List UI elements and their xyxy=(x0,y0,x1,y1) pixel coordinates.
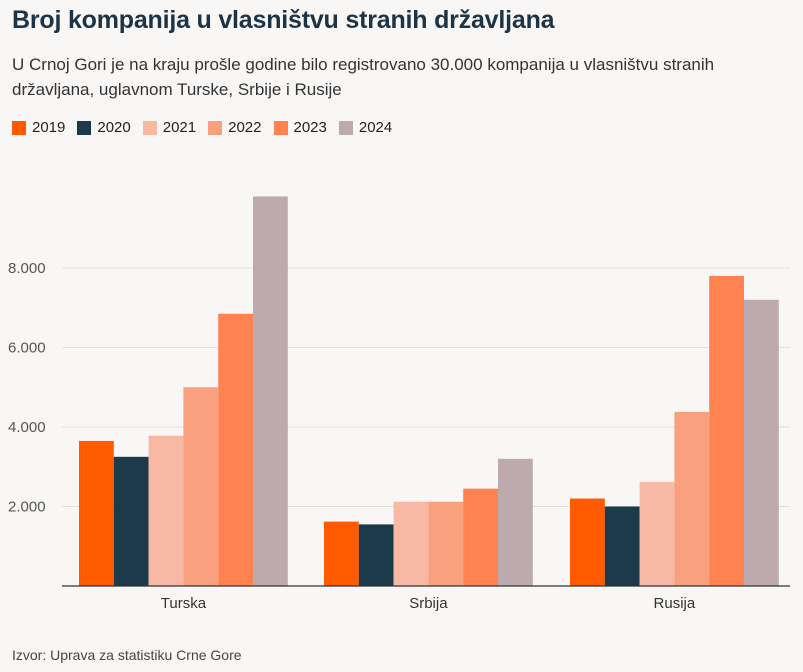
legend-label: 2023 xyxy=(293,119,327,136)
legend-item-2024[interactable]: 2024 xyxy=(338,119,393,136)
bar-turska-2021[interactable] xyxy=(148,435,184,586)
legend-swatch xyxy=(142,120,157,135)
bar-rusija-2024[interactable] xyxy=(744,299,779,586)
x-tick-label: Rusija xyxy=(654,595,696,612)
bar-turska-2020[interactable] xyxy=(113,456,149,586)
bar-rusija-2022[interactable] xyxy=(674,411,710,586)
legend-swatch xyxy=(208,120,223,135)
bar-turska-2022[interactable] xyxy=(183,387,219,586)
legend-label: 2024 xyxy=(358,119,393,136)
bar-rusija-2019[interactable] xyxy=(570,498,605,586)
bar-srbija-2023[interactable] xyxy=(463,488,498,586)
bar-turska-2023[interactable] xyxy=(218,313,253,586)
legend-swatch xyxy=(338,120,353,135)
y-tick-label: 8.000 xyxy=(8,260,46,277)
bar-turska-2019[interactable] xyxy=(79,440,114,586)
bar-srbija-2020[interactable] xyxy=(358,524,394,586)
bar-srbija-2024[interactable] xyxy=(498,458,533,586)
legend-item-2020[interactable]: 2020 xyxy=(77,119,131,136)
legend-swatch xyxy=(273,120,288,135)
legend-item-2022[interactable]: 2022 xyxy=(208,119,262,136)
bar-turska-2024[interactable] xyxy=(253,196,288,586)
legend-label: 2021 xyxy=(162,119,197,136)
legend-label: 2019 xyxy=(32,119,66,136)
x-tick-label: Srbija xyxy=(409,595,448,612)
legend-label: 2022 xyxy=(228,119,262,136)
bar-srbija-2021[interactable] xyxy=(393,501,429,586)
bar-rusija-2020[interactable] xyxy=(604,506,640,587)
bar-srbija-2019[interactable] xyxy=(324,521,359,586)
legend-item-2019[interactable]: 2019 xyxy=(12,119,65,136)
bar-rusija-2023[interactable] xyxy=(709,275,744,586)
source-note: Izvor: Uprava za statistiku Crne Gore xyxy=(12,647,242,663)
y-tick-label: 2.000 xyxy=(8,499,46,516)
legend-item-2023[interactable]: 2023 xyxy=(273,119,327,136)
legend-swatch xyxy=(12,120,26,135)
bar-srbija-2022[interactable] xyxy=(428,501,464,586)
bar-rusija-2021[interactable] xyxy=(639,481,675,586)
legend-item-2021[interactable]: 2021 xyxy=(142,119,197,136)
legend-swatch xyxy=(77,120,92,135)
legend: 2019 2020 2021 2022 2023 2024 xyxy=(12,119,404,136)
chart-title: Broj kompanija u vlasništvu stranih drža… xyxy=(12,6,555,34)
legend-label: 2020 xyxy=(97,119,131,136)
y-tick-label: 4.000 xyxy=(8,419,46,436)
x-tick-label: Turska xyxy=(161,595,207,612)
y-tick-label: 6.000 xyxy=(8,340,46,357)
chart-subtitle: U Crnoj Gori je na kraju prošle godine b… xyxy=(12,55,715,99)
